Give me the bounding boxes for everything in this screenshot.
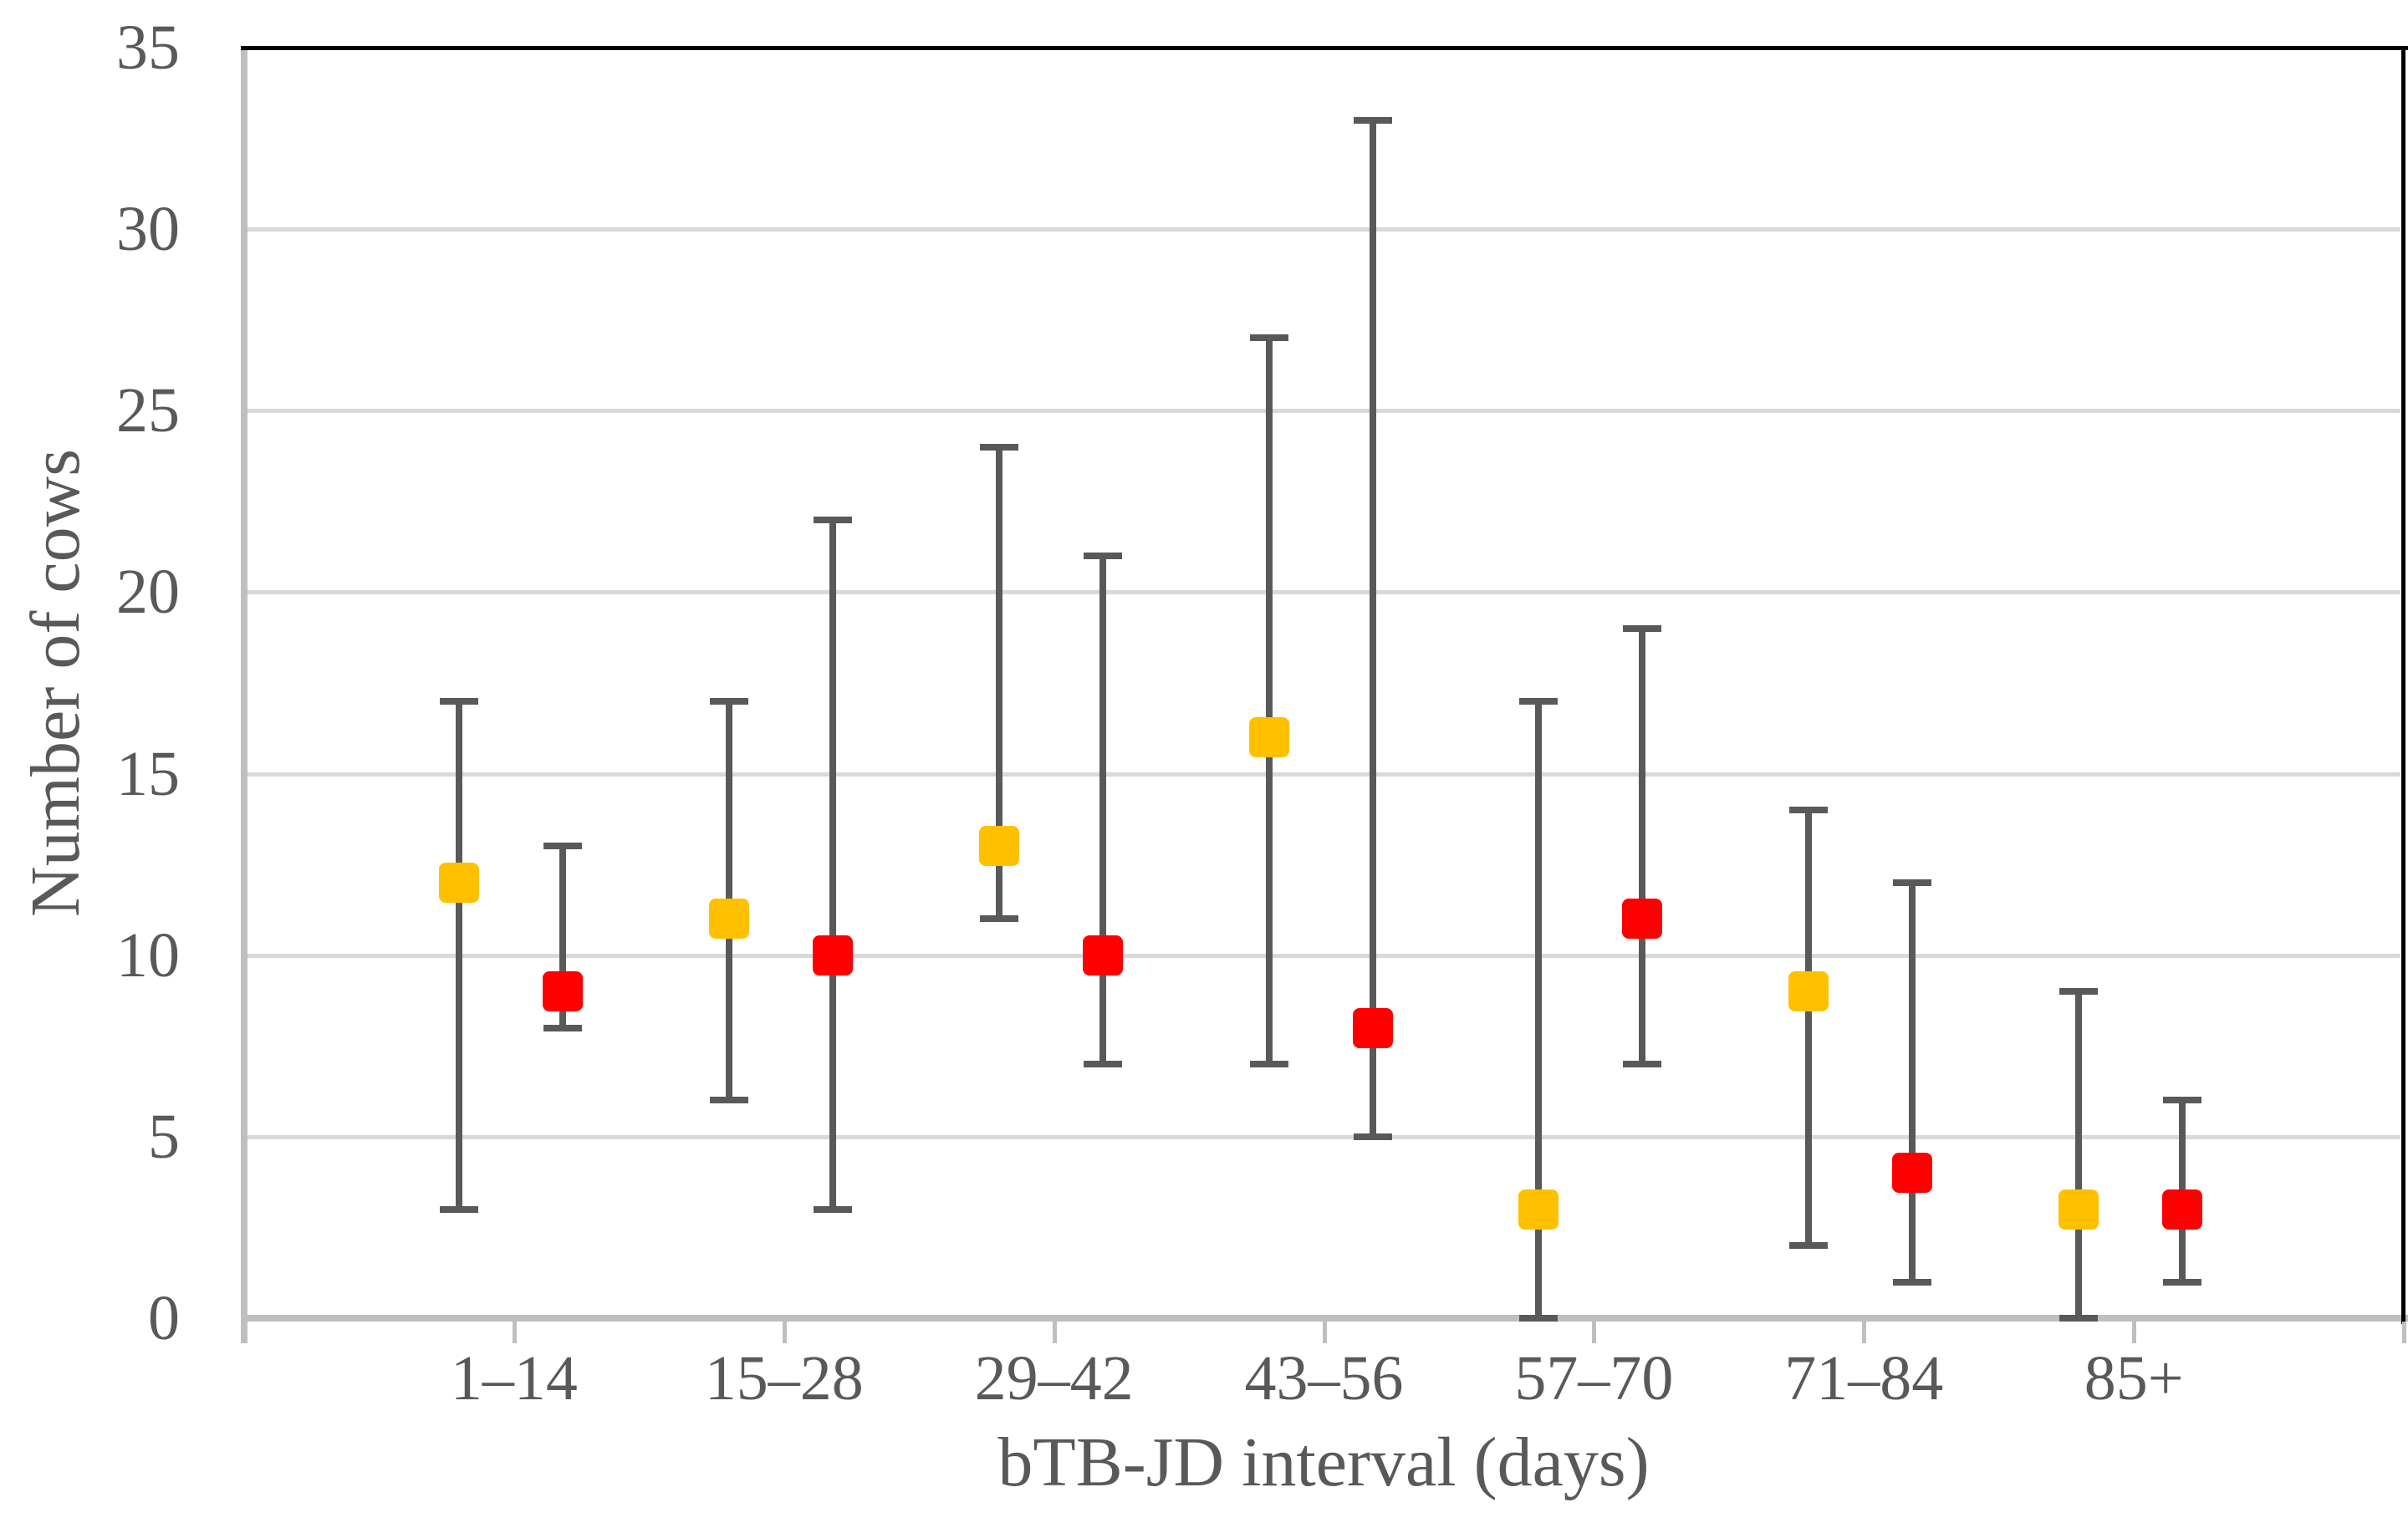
y-tick-label: 30 (116, 194, 180, 265)
x-tick-label: 57–70 (1514, 1343, 1674, 1413)
marker-yellow-series (438, 862, 479, 903)
error-bar-cap (1789, 1242, 1829, 1250)
error-bar (1909, 882, 1916, 1282)
plot-right-border (2401, 46, 2405, 1324)
marker-red-series (1892, 1153, 1933, 1194)
error-bar-cap (2059, 988, 2099, 996)
error-bar-cap (1789, 807, 1829, 813)
error-bar-cap (543, 1024, 582, 1031)
x-tick-label: 71–84 (1784, 1343, 1944, 1413)
error-bar (1369, 120, 1376, 1137)
error-bar-cap (813, 516, 852, 523)
y-tick-label: 20 (116, 557, 180, 628)
x-axis-line (241, 1315, 2408, 1322)
marker-red-series (1622, 899, 1663, 940)
x-axis-title: bTB-JD interval (days) (997, 1424, 1650, 1501)
error-bar-cap (1519, 697, 1559, 705)
y-axis-title: Number of cows (17, 449, 94, 917)
x-tick-mark (1052, 1322, 1057, 1343)
x-tick-label: 43–56 (1244, 1343, 1404, 1413)
error-bar-cap (1893, 879, 1932, 886)
marker-yellow-series (708, 899, 749, 940)
y-tick-label: 35 (116, 13, 180, 83)
marker-red-series (2162, 1189, 2203, 1230)
error-bar-cap (1623, 624, 1662, 632)
marker-red-series (1082, 935, 1123, 975)
error-bar-cap (1249, 1061, 1288, 1067)
error-bar (1639, 628, 1646, 1064)
error-bar-cap (1623, 1061, 1662, 1067)
marker-red-series (542, 971, 583, 1012)
gridline (247, 953, 2400, 958)
error-bar-cap (439, 1205, 478, 1213)
marker-yellow-series (1518, 1189, 1559, 1230)
error-bar (1805, 810, 1813, 1246)
x-tick-mark (2132, 1322, 2137, 1343)
y-tick-label: 15 (116, 738, 180, 809)
marker-yellow-series (2059, 1189, 2099, 1230)
y-tick-label: 25 (116, 375, 180, 446)
y-axis-line (241, 48, 247, 1343)
error-bar-cap (1249, 334, 1288, 342)
error-bar-cap (1519, 1315, 1559, 1322)
x-tick-mark (1862, 1322, 1867, 1343)
error-bar-cap (979, 443, 1018, 451)
error-bar-cap (979, 915, 1018, 923)
marker-yellow-series (1788, 971, 1829, 1012)
marker-red-series (812, 935, 853, 975)
x-tick-mark (2402, 1322, 2406, 1343)
error-bar (1099, 556, 1106, 1064)
gridline (247, 590, 2400, 595)
error-bar-cap (1083, 1061, 1122, 1067)
error-bar-cap (2163, 1278, 2202, 1286)
x-tick-mark (512, 1322, 517, 1343)
x-tick-mark (1322, 1322, 1327, 1343)
x-tick-label: 15–28 (704, 1343, 864, 1413)
error-bar-cap (1353, 1133, 1392, 1140)
x-tick-label: 85+ (2084, 1343, 2184, 1413)
error-bar (829, 519, 836, 1210)
error-bar (1535, 700, 1543, 1318)
y-tick-label: 10 (116, 919, 180, 991)
x-tick-label: 29–42 (974, 1343, 1134, 1413)
error-bar (2075, 991, 2083, 1318)
error-bar-cap (813, 1205, 852, 1213)
gridline (247, 227, 2400, 232)
x-tick-mark (782, 1322, 787, 1343)
error-bar-cap (1893, 1278, 1932, 1286)
gridline (247, 1134, 2400, 1139)
error-bar (559, 846, 566, 1028)
y-tick-label: 0 (148, 1283, 180, 1353)
error-bar-cap (709, 697, 748, 705)
error-bar-cap (709, 1097, 748, 1104)
gridline (247, 772, 2400, 777)
error-bar (995, 446, 1002, 919)
error-bar-cap (2163, 1097, 2202, 1104)
error-bar-cap (1083, 553, 1122, 559)
x-tick-label: 1–14 (450, 1343, 578, 1413)
error-bar-cap (543, 843, 582, 850)
error-bar (455, 700, 462, 1210)
error-bar-cap (439, 697, 478, 705)
y-tick-label: 5 (148, 1101, 180, 1172)
x-tick-mark (1592, 1322, 1597, 1343)
marker-yellow-series (978, 826, 1019, 867)
error-bar-cap (2059, 1315, 2099, 1322)
marker-red-series (1352, 1007, 1393, 1048)
error-bar-cap (1353, 116, 1392, 124)
gridline (247, 409, 2400, 414)
plot-top-border (241, 46, 2408, 50)
error-bar (1265, 338, 1273, 1064)
marker-yellow-series (1248, 717, 1289, 758)
